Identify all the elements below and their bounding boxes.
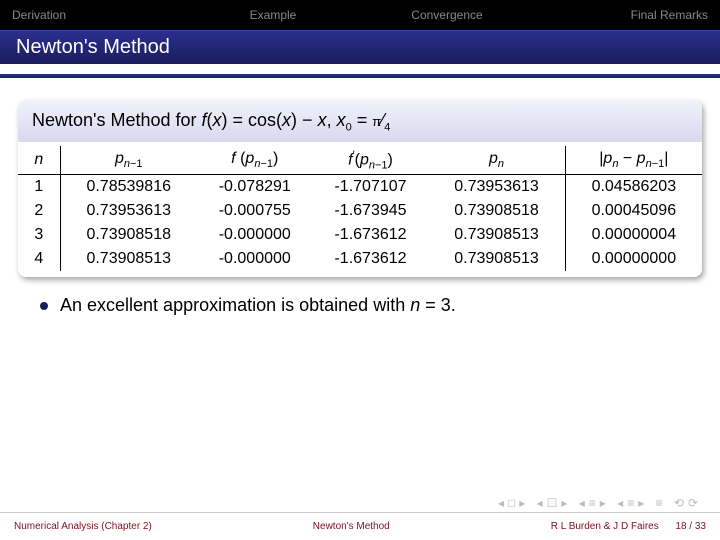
footer-center: Newton's Method	[313, 521, 390, 532]
bullet-line: An excellent approximation is obtained w…	[40, 295, 720, 316]
col-f: f (pn−1)	[197, 146, 313, 175]
nav-convergence[interactable]: Convergence	[360, 8, 534, 22]
cell: 0.73953613	[60, 199, 197, 223]
col-n: n	[18, 146, 60, 175]
footer-authors: R L Burden & J D Faires	[551, 521, 659, 532]
cell: 1	[18, 175, 60, 200]
col-pn1: pn−1	[60, 146, 197, 175]
cell: -1.673612	[313, 247, 429, 271]
cell: 3	[18, 223, 60, 247]
cell: 0.73908513	[428, 223, 565, 247]
beamer-nav-icons[interactable]: ◂□▸ ◂☐▸ ◂≡▸ ◂≡▸ ≡ ⟲⟳	[498, 496, 702, 510]
table-row: 30.73908518-0.000000-1.6736120.739085130…	[18, 223, 702, 247]
footer-right: R L Burden & J D Faires 18 / 33	[551, 521, 706, 532]
cell: -1.673945	[313, 199, 429, 223]
cell: 2	[18, 199, 60, 223]
footer-left: Numerical Analysis (Chapter 2)	[14, 521, 152, 532]
slide-title-bar: Newton's Method	[0, 30, 720, 64]
bullet-text: An excellent approximation is obtained w…	[60, 295, 456, 316]
table-row: 20.73953613-0.000755-1.6739450.739085180…	[18, 199, 702, 223]
cell: 0.78539816	[60, 175, 197, 200]
cell: -0.000000	[197, 223, 313, 247]
method-panel: Newton's Method for f(x) = cos(x) − x, x…	[18, 100, 702, 277]
cell: -0.078291	[197, 175, 313, 200]
nav-example[interactable]: Example	[186, 8, 360, 22]
col-pn: pn	[428, 146, 565, 175]
cell: 0.00000000	[565, 247, 702, 271]
nav-final[interactable]: Final Remarks	[534, 8, 720, 22]
cell: 4	[18, 247, 60, 271]
cell: 0.04586203	[565, 175, 702, 200]
footer-bar: Numerical Analysis (Chapter 2) Newton's …	[0, 512, 720, 540]
top-nav: Derivation Example Convergence Final Rem…	[0, 0, 720, 30]
panel-title: Newton's Method for f(x) = cos(x) − x, x…	[18, 100, 702, 142]
nav-derivation[interactable]: Derivation	[0, 8, 186, 22]
table-header-row: n pn−1 f (pn−1) f′(pn−1) pn |pn − pn−1|	[18, 146, 702, 175]
col-diff: |pn − pn−1|	[565, 146, 702, 175]
iteration-table: n pn−1 f (pn−1) f′(pn−1) pn |pn − pn−1| …	[18, 146, 702, 272]
cell: 0.00045096	[565, 199, 702, 223]
slide-title: Newton's Method	[16, 36, 170, 59]
footer-page: 18 / 33	[675, 521, 706, 532]
cell: -0.000755	[197, 199, 313, 223]
cell: 0.73908518	[60, 223, 197, 247]
cell: 0.73908513	[60, 247, 197, 271]
cell: 0.73908513	[428, 247, 565, 271]
table-row: 40.73908513-0.000000-1.6736120.739085130…	[18, 247, 702, 271]
col-fp: f′(pn−1)	[313, 146, 429, 175]
cell: -0.000000	[197, 247, 313, 271]
cell: -1.707107	[313, 175, 429, 200]
cell: 0.00000004	[565, 223, 702, 247]
table-row: 10.78539816-0.078291-1.7071070.739536130…	[18, 175, 702, 200]
table-body: 10.78539816-0.078291-1.7071070.739536130…	[18, 175, 702, 272]
cell: 0.73908518	[428, 199, 565, 223]
cell: 0.73953613	[428, 175, 565, 200]
cell: -1.673612	[313, 223, 429, 247]
bullet-icon	[40, 302, 48, 310]
